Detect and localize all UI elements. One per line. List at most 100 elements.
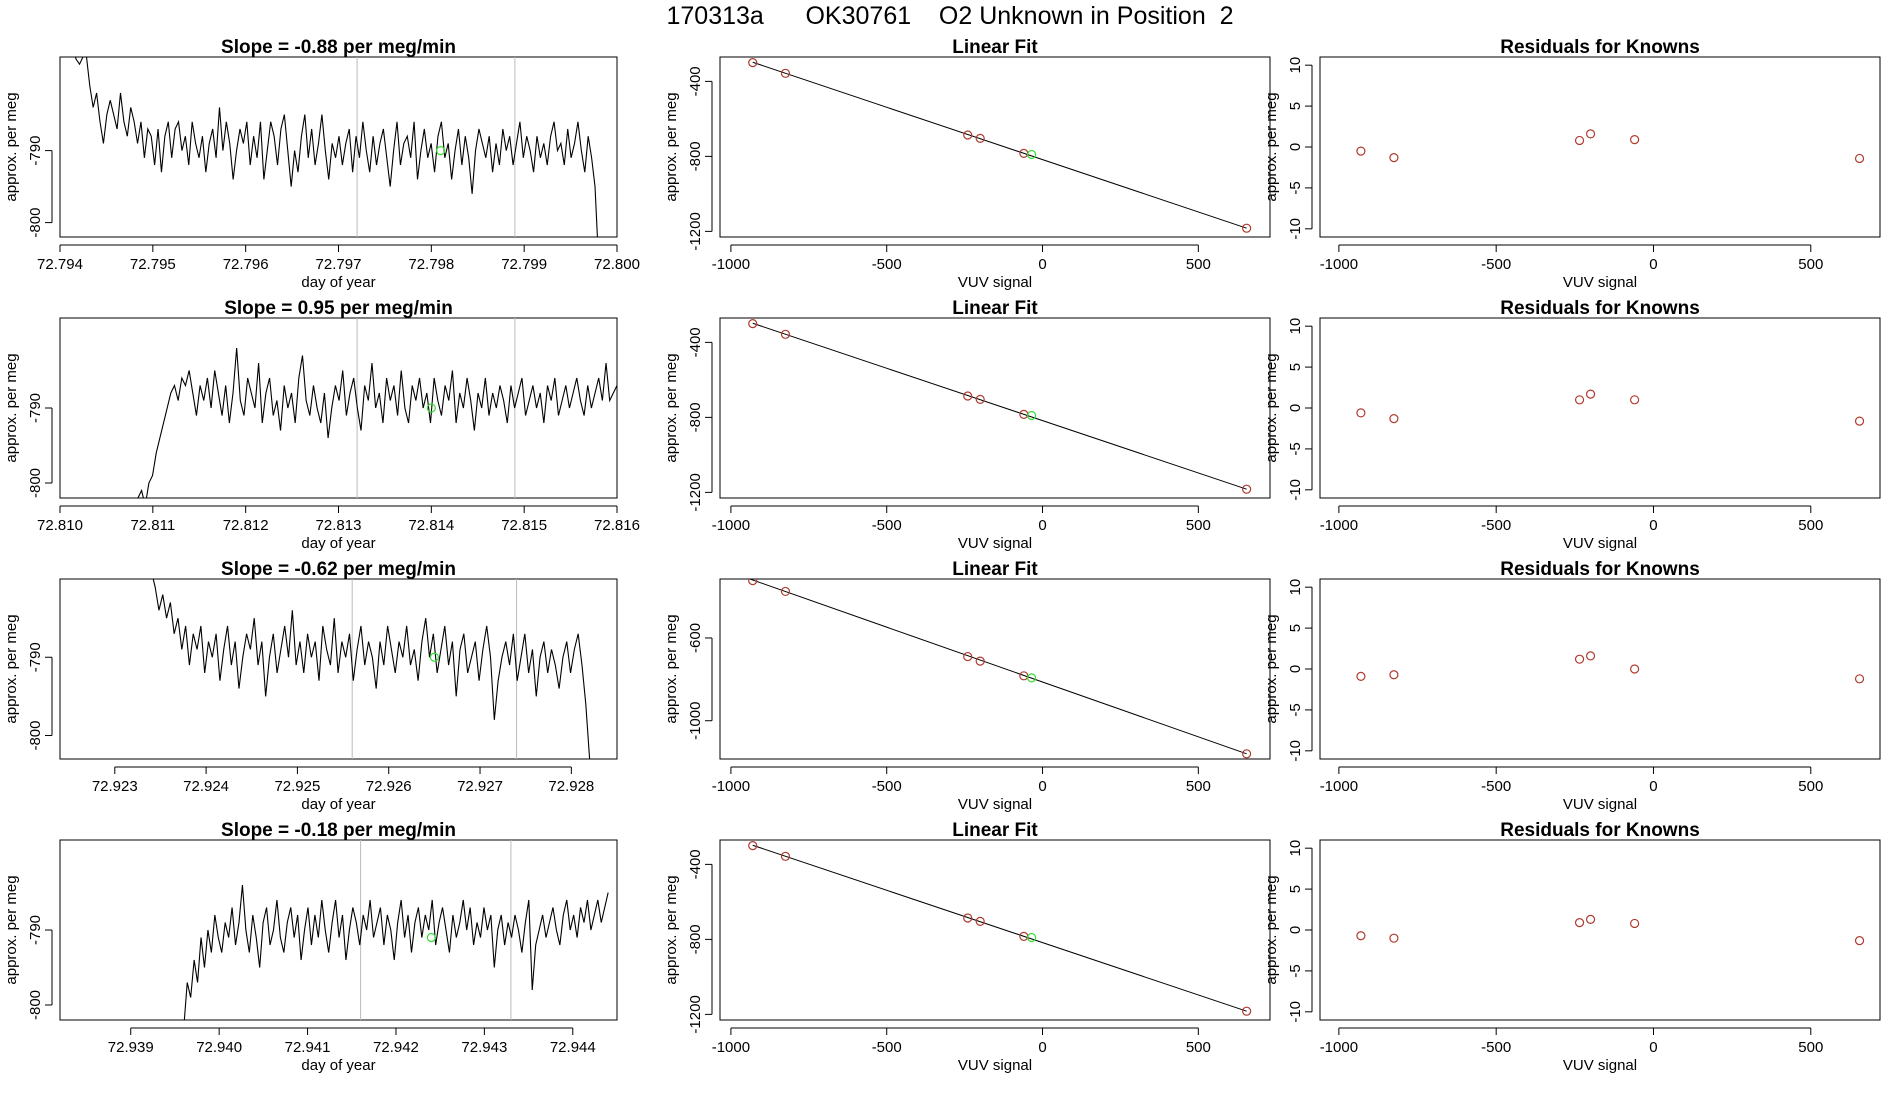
x-tick-label: 500 <box>1798 517 1823 534</box>
fit-line <box>748 579 1247 755</box>
residual-point <box>1574 918 1585 928</box>
x-tick-label: 72.924 <box>183 778 229 795</box>
unknown-point <box>1027 149 1037 160</box>
x-tick-label: 0 <box>1649 517 1657 534</box>
y-tick-label: 5 <box>1287 885 1304 893</box>
plot-area <box>748 319 1252 494</box>
y-axis-label: approx. per meg <box>663 875 680 984</box>
known-point <box>963 651 973 662</box>
y-axis-label: approx. per meg <box>1263 92 1280 201</box>
residual-point <box>1630 918 1640 929</box>
plot-frame <box>719 578 1271 760</box>
fit-line <box>752 844 1247 1012</box>
chart-title: Linear Fit <box>952 37 1038 58</box>
plot-frame <box>59 56 618 238</box>
x-tick-label: 500 <box>1798 256 1823 273</box>
residual-point <box>1854 416 1865 426</box>
x-axis-label: VUV signal <box>958 535 1032 552</box>
plot-area <box>1356 389 1865 426</box>
x-axis-label: VUV signal <box>958 1057 1032 1074</box>
chart-title: Slope = -0.62 per meg/min <box>221 559 456 580</box>
y-axis-label: approx. per meg <box>3 353 20 462</box>
x-tick-label: 72.810 <box>37 517 83 534</box>
plot-frame <box>719 56 1271 238</box>
x-tick-label: -500 <box>1481 1039 1511 1056</box>
x-tick-label: 72.799 <box>501 256 547 273</box>
plot-frame <box>719 317 1271 499</box>
x-tick-label: 72.797 <box>316 256 362 273</box>
known-point <box>748 319 758 329</box>
y-tick-label: -10 <box>1287 1001 1304 1023</box>
x-tick-label: 500 <box>1186 256 1211 273</box>
residual-point <box>1356 931 1366 941</box>
x-tick-label: 72.926 <box>366 778 412 795</box>
plot-area <box>1356 129 1865 164</box>
plot-frame <box>59 317 618 499</box>
plot-frame <box>1319 578 1881 760</box>
x-tick-label: 72.942 <box>373 1039 419 1056</box>
x-tick-label: 72.815 <box>501 517 547 534</box>
y-tick-label: -10 <box>1287 479 1304 501</box>
plot-frame <box>59 578 618 760</box>
x-tick-label: 0 <box>1649 1039 1657 1056</box>
chart-panel-r4c3: Residuals for Knowns -1000 -500 0 500 VUV sig… <box>1263 820 1881 1074</box>
chart-panel-r2c2: Linear Fit -1000 -500 0 500 VUV signal -400 -80… <box>663 298 1271 552</box>
x-tick-label: 500 <box>1186 1039 1211 1056</box>
x-tick-label: 500 <box>1798 1039 1823 1056</box>
chart-title: Linear Fit <box>952 820 1038 841</box>
y-tick-label: -790 <box>27 642 44 672</box>
x-tick-label: 72.813 <box>316 517 362 534</box>
x-axis-label: day of year <box>301 796 375 813</box>
unknown-point <box>429 652 439 662</box>
plot-frame <box>59 839 618 1021</box>
fit-line <box>752 322 1247 490</box>
x-tick-label: 72.814 <box>408 517 454 534</box>
known-point <box>748 58 758 68</box>
residual-point <box>1854 153 1865 164</box>
known-point <box>975 656 985 666</box>
known-point <box>748 841 758 851</box>
y-axis-label: approx. per meg <box>3 614 20 723</box>
unknown-point <box>426 403 436 413</box>
x-tick-label: 72.794 <box>37 256 83 273</box>
y-tick-label: -5 <box>1287 964 1304 977</box>
known-point <box>975 133 985 143</box>
y-axis-label: approx. per meg <box>1263 614 1280 723</box>
known-point <box>1242 223 1252 233</box>
x-tick-label: 72.812 <box>223 517 269 534</box>
y-axis-label: approx. per meg <box>1263 875 1280 984</box>
y-tick-label: -800 <box>687 924 704 954</box>
x-axis-label: VUV signal <box>1563 1057 1637 1074</box>
y-axis-label: approx. per meg <box>3 92 20 201</box>
residual-point <box>1389 933 1399 943</box>
plot-area <box>69 57 598 237</box>
y-tick-label: 10 <box>1287 579 1304 596</box>
y-tick-label: 5 <box>1287 363 1304 371</box>
chart-panel-r2c1: Slope = 0.95 per meg/min 72.810 72.811 72.8… <box>3 298 640 552</box>
residual-point <box>1585 129 1596 139</box>
y-tick-label: -5 <box>1287 703 1304 716</box>
x-tick-label: 72.811 <box>130 517 175 534</box>
y-tick-label: -790 <box>27 136 44 166</box>
chart-title: Linear Fit <box>952 559 1038 580</box>
x-tick-label: 500 <box>1186 517 1211 534</box>
plot-area <box>748 58 1252 233</box>
x-tick-label: 72.925 <box>274 778 320 795</box>
x-tick-label: -1000 <box>712 1039 750 1056</box>
y-tick-label: -800 <box>687 402 704 432</box>
y-tick-label: -1200 <box>687 995 704 1033</box>
unknown-point <box>1027 410 1037 421</box>
residual-point <box>1356 146 1366 156</box>
x-tick-label: 72.939 <box>108 1039 154 1056</box>
y-tick-label: -800 <box>27 208 44 238</box>
x-tick-label: 72.800 <box>594 256 640 273</box>
plot-frame <box>1319 839 1881 1021</box>
chart-panel-r2c3: Residuals for Knowns -1000 -500 0 500 VUV sig… <box>1263 298 1881 552</box>
plot-area <box>748 841 1252 1016</box>
y-tick-label: -1200 <box>687 212 704 250</box>
known-point <box>963 130 973 140</box>
y-tick-label: -800 <box>687 141 704 171</box>
x-tick-label: 0 <box>1038 517 1046 534</box>
chart-panel-r4c2: Linear Fit -1000 -500 0 500 VUV signal -400 -80… <box>663 820 1271 1074</box>
